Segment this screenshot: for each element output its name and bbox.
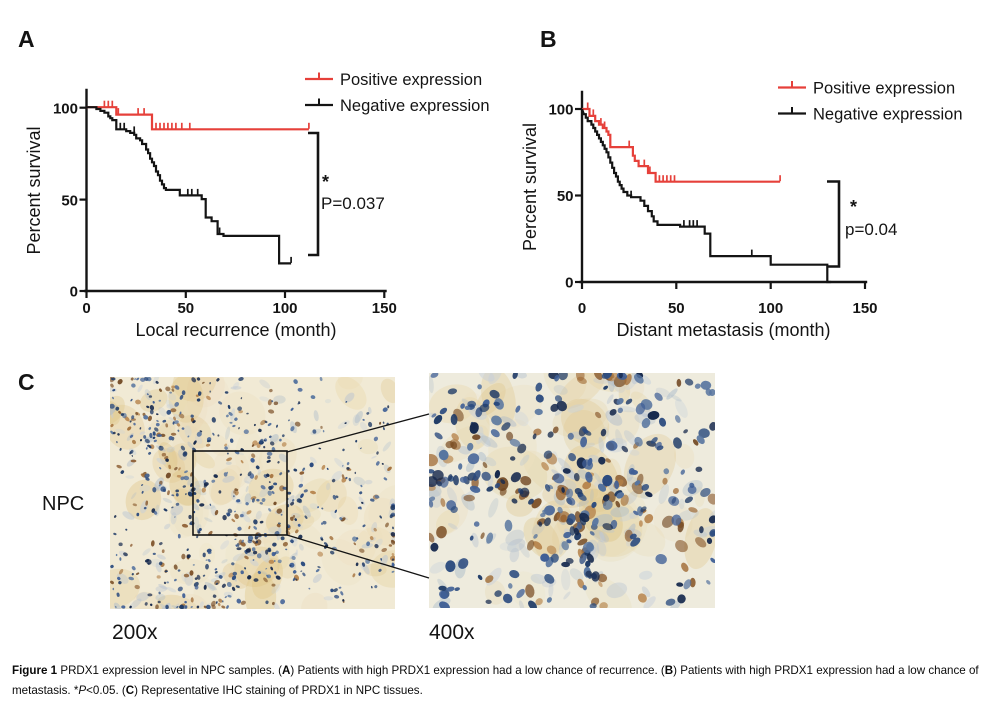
y-axis-title: Percent survival — [24, 126, 44, 254]
magnification-label-400x: 400x — [429, 621, 475, 644]
caption-italic-p: P — [78, 684, 87, 698]
panel-c: C NPC 200x 400x — [18, 369, 715, 644]
legend-label-negative: Negative expression — [813, 106, 963, 124]
x-tick-label: 100 — [272, 300, 297, 317]
x-tick-label: 0 — [82, 300, 90, 317]
panel-b: B 100 50 0 0 50 100 150 Percent survival… — [520, 26, 963, 340]
zoom-connector-top — [286, 413, 430, 453]
caption-panel-ref-b: B — [664, 664, 674, 677]
legend: Positive expression Negative expression — [778, 80, 963, 124]
panel-a: A 100 50 0 0 50 100 150 Percent survival… — [18, 26, 490, 340]
y-tick-label: 50 — [61, 192, 78, 209]
magnification-label-200x: 200x — [112, 621, 158, 644]
figure-caption: Figure 1 PRDX1 expression level in NPC s… — [12, 661, 998, 702]
ihc-image-400x — [429, 373, 715, 608]
significance-bracket — [827, 180, 841, 268]
x-tick-label: 150 — [852, 300, 877, 317]
ihc-image-200x — [110, 377, 395, 609]
legend: Positive expression Negative expression — [305, 71, 490, 115]
caption-text: ) Representative IHC staining of PRDX1 i… — [134, 684, 423, 698]
x-axis-title: Local recurrence (month) — [135, 320, 336, 340]
panel-b-letter: B — [540, 26, 557, 52]
significance-bracket — [308, 131, 320, 257]
legend-label-positive: Positive expression — [340, 71, 482, 89]
legend-label-negative: Negative expression — [340, 97, 490, 115]
caption-text: <0.05. ( — [86, 684, 126, 698]
zoom-connector-bottom — [286, 534, 430, 579]
survival-curves-b — [580, 102, 832, 284]
caption-figure-label: Figure 1 — [12, 664, 58, 677]
y-tick-label: 50 — [557, 188, 574, 205]
caption-panel-ref-a: A — [281, 664, 291, 677]
p-value: P=0.037 — [321, 194, 385, 213]
tissue-label: NPC — [42, 493, 84, 515]
p-value: p=0.04 — [845, 220, 897, 239]
y-tick-label: 0 — [565, 275, 573, 292]
panel-c-letter: C — [18, 369, 35, 395]
x-tick-label: 50 — [668, 300, 685, 317]
caption-panel-ref-c: C — [125, 684, 135, 698]
x-axis-title: Distant metastasis (month) — [616, 320, 830, 340]
x-tick-label: 0 — [578, 300, 586, 317]
zoom-region-rect — [192, 450, 288, 536]
x-tick-label: 100 — [758, 300, 783, 317]
significance-star: * — [322, 172, 329, 192]
caption-text: ) Patients with high PRDX1 expression ha… — [290, 664, 665, 677]
y-tick-label: 100 — [53, 101, 78, 118]
y-axis-title: Percent survival — [520, 123, 540, 251]
legend-label-positive: Positive expression — [813, 80, 955, 98]
x-tick-label: 150 — [372, 300, 397, 317]
survival-curves-a — [86, 100, 310, 265]
caption-text: PRDX1 expression level in NPC samples. ( — [57, 664, 282, 677]
significance-star: * — [850, 197, 857, 217]
y-tick-label: 0 — [70, 284, 78, 301]
x-tick-label: 50 — [177, 300, 194, 317]
panel-a-letter: A — [18, 26, 35, 52]
y-tick-label: 100 — [548, 102, 573, 119]
caption-text: ) Patients with high PRDX1 expression ha… — [12, 664, 979, 698]
